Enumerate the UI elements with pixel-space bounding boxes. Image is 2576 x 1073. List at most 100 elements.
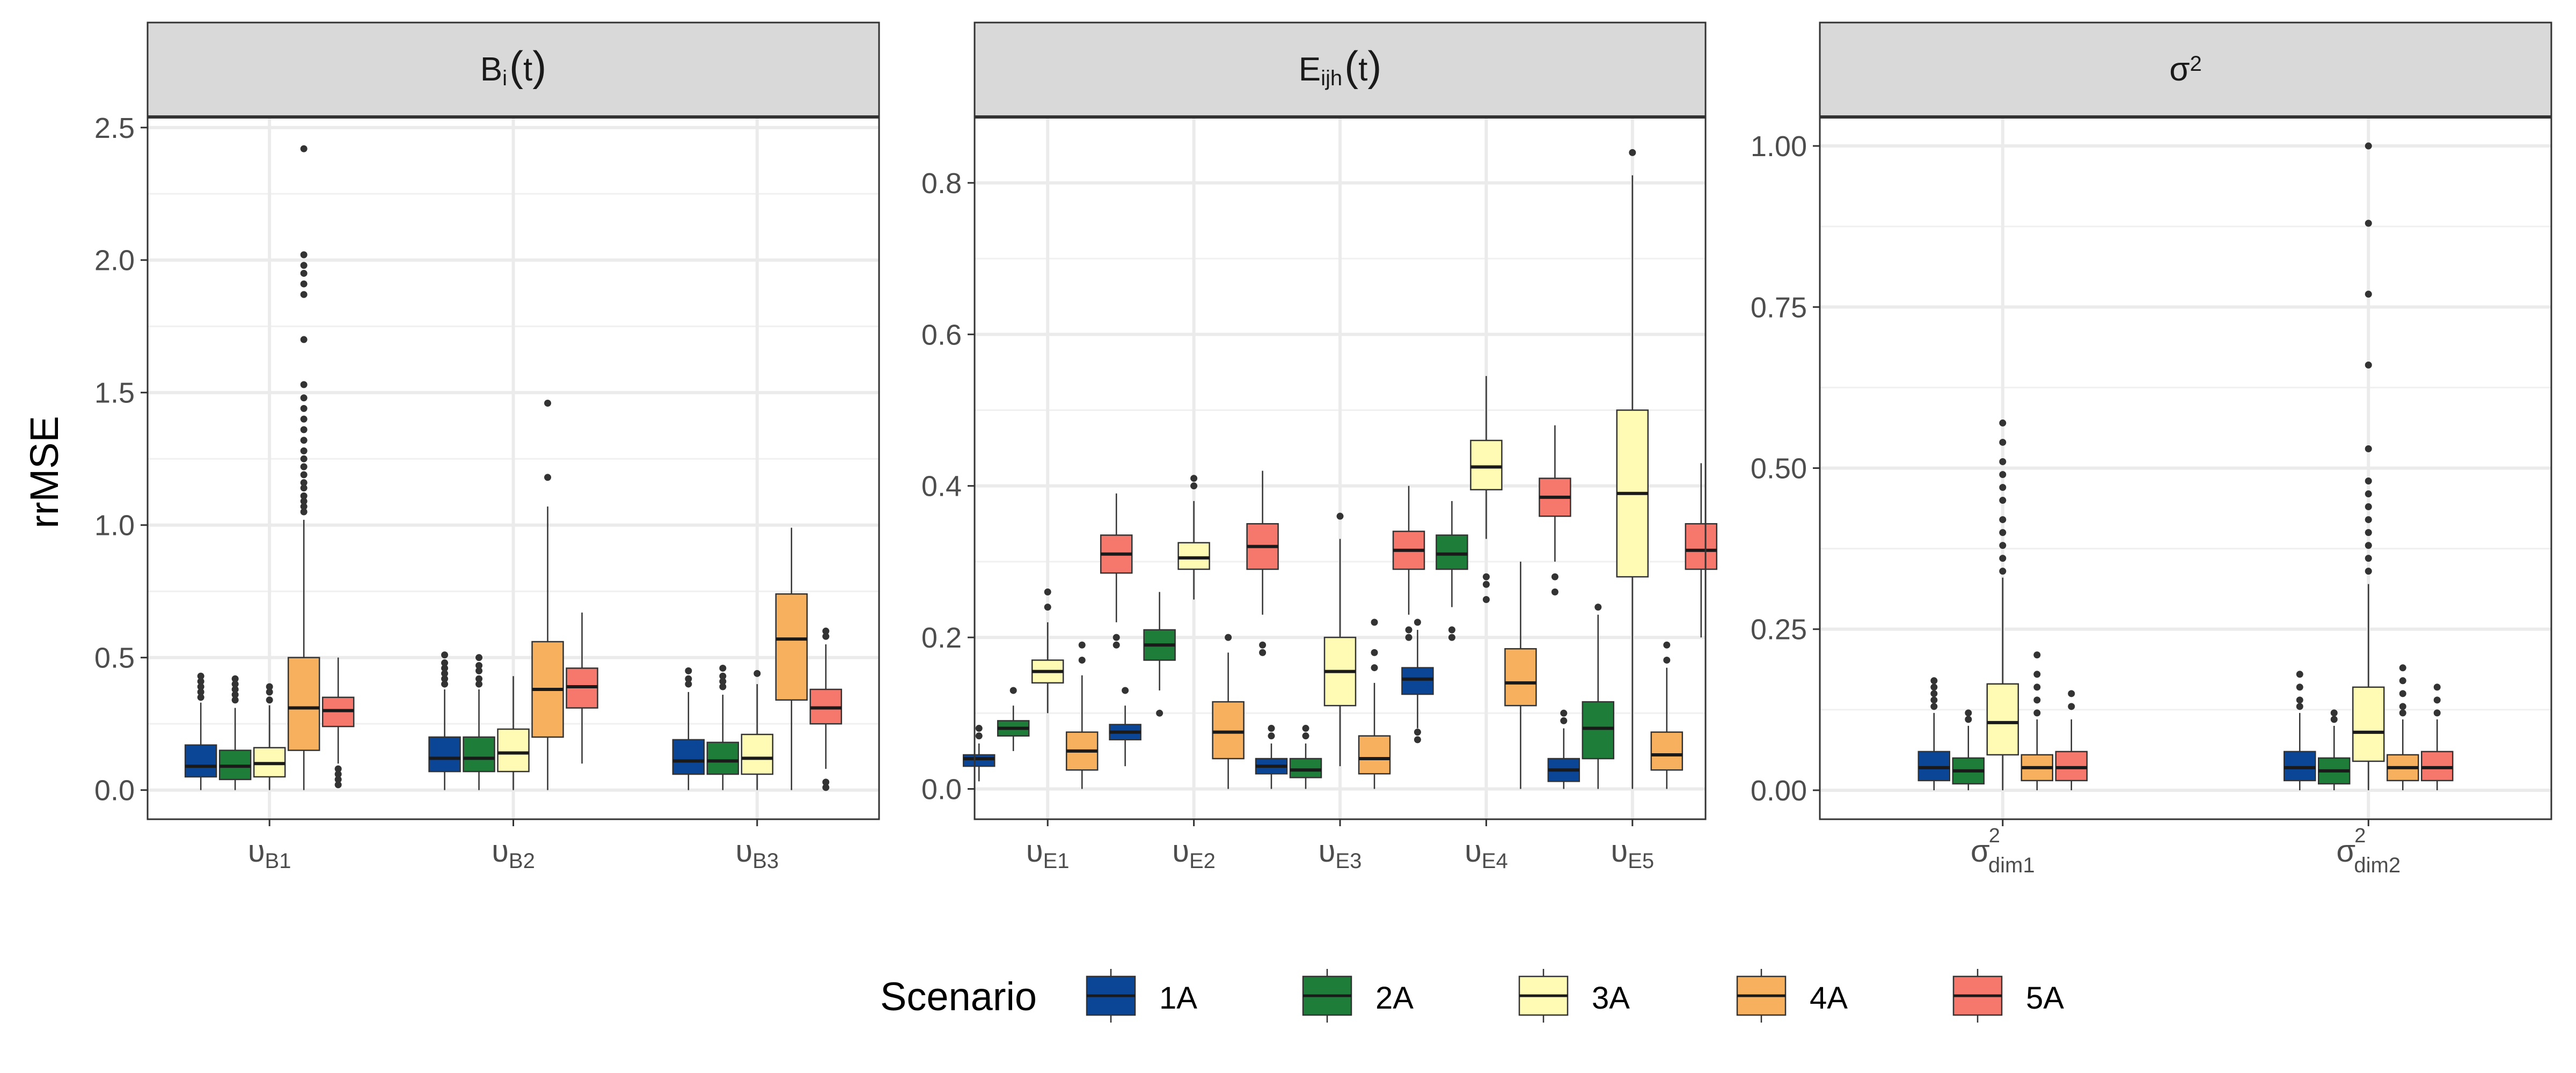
- outlier-point: [334, 765, 342, 773]
- outlier-point: [300, 497, 308, 505]
- outlier-point: [1999, 471, 2007, 479]
- outlier-point: [2365, 516, 2372, 524]
- y-tick-label: 2.5: [94, 112, 135, 144]
- x-tick-superscript: 2: [2354, 825, 2366, 847]
- box-5A: [2055, 690, 2088, 790]
- outlier-point: [231, 691, 239, 699]
- x-tick-label: υE2: [1172, 834, 1216, 873]
- y-tick-label: 1.0: [94, 510, 135, 542]
- box-5A: [1539, 425, 1571, 596]
- outlier-point: [300, 508, 308, 516]
- outlier-point: [1482, 580, 1490, 588]
- outlier-point: [1999, 555, 2007, 562]
- outlier-point: [300, 336, 308, 343]
- y-axis-title: rrMSE: [22, 416, 67, 528]
- outlier-point: [1930, 696, 1938, 704]
- legend-label: 2A: [1375, 981, 1414, 1016]
- outlier-point: [719, 664, 727, 672]
- box-5A: [1100, 493, 1133, 649]
- box-body: [1504, 648, 1537, 707]
- x-tick-main: υ: [1026, 834, 1043, 869]
- outlier-point: [2330, 709, 2338, 717]
- outlier-point: [1113, 641, 1120, 649]
- outlier-point: [2365, 503, 2372, 511]
- box-2A: [1143, 592, 1176, 717]
- box-1A: [1109, 687, 1141, 767]
- x-tick-label: σ2 dim2: [2336, 825, 2401, 877]
- box-body: [463, 736, 495, 773]
- outlier-point: [719, 683, 727, 690]
- y-tick-label: 0.8: [921, 167, 962, 200]
- outlier-point: [822, 633, 830, 640]
- outlier-point: [1078, 656, 1086, 664]
- strip-paren-open: (: [509, 42, 523, 90]
- outlier-point: [822, 784, 830, 791]
- x-tick-subscript: E4: [1482, 849, 1508, 873]
- outlier-point: [1629, 149, 1636, 156]
- outlier-point: [475, 667, 482, 674]
- outlier-point: [475, 680, 482, 688]
- x-tick-subscript: B3: [752, 849, 779, 873]
- outlier-point: [231, 696, 239, 704]
- outlier-point: [1999, 516, 2007, 524]
- outlier-point: [1560, 717, 1568, 724]
- outlier-point: [1551, 573, 1558, 580]
- outlier-point: [1448, 626, 1455, 634]
- outlier-point: [2365, 445, 2372, 452]
- legend-key-2A: 2A: [1302, 969, 1414, 1023]
- box-body: [1582, 701, 1615, 760]
- box-3A: [1177, 475, 1210, 600]
- box-5A: [809, 627, 843, 791]
- legend-label: 5A: [2026, 981, 2064, 1016]
- outlier-point: [334, 776, 342, 783]
- strip-subscript: i: [502, 67, 507, 90]
- outlier-point: [475, 675, 482, 682]
- box-4A: [1650, 641, 1684, 789]
- outlier-point: [197, 683, 204, 690]
- strip-main-text: B: [480, 51, 502, 88]
- outlier-point: [544, 399, 551, 407]
- box-3A: [1323, 512, 1357, 767]
- outlier-point: [2296, 671, 2303, 678]
- y-tick-label: 1.00: [1751, 130, 1807, 163]
- outlier-point: [2365, 555, 2372, 562]
- strip-superscript: 2: [2190, 52, 2202, 76]
- box-body: [1650, 731, 1684, 771]
- box-1A: [1255, 725, 1288, 789]
- outlier-point: [1156, 709, 1163, 717]
- outlier-point: [300, 415, 308, 423]
- outlier-point: [300, 437, 308, 444]
- box-body: [1685, 523, 1718, 570]
- legend-title: Scenario: [880, 974, 1037, 1019]
- outlier-point: [1560, 709, 1568, 717]
- outlier-point: [2296, 684, 2303, 691]
- x-tick-subscript: dim2: [2354, 854, 2401, 877]
- outlier-point: [2365, 529, 2372, 536]
- outlier-point: [2068, 690, 2075, 697]
- y-tick-label: 0.0: [94, 775, 135, 807]
- outlier-point: [300, 145, 308, 152]
- outlier-point: [1259, 649, 1267, 656]
- box-body: [1358, 735, 1391, 775]
- box-body: [428, 736, 461, 773]
- outlier-point: [441, 670, 448, 677]
- outlier-point: [231, 686, 239, 693]
- outlier-point: [1336, 512, 1344, 520]
- x-tick-label: υE5: [1611, 834, 1654, 873]
- x-tick-label: υB3: [736, 834, 779, 873]
- outlier-point: [1999, 529, 2007, 536]
- outlier-point: [300, 447, 308, 454]
- outlier-point: [300, 280, 308, 288]
- outlier-point: [300, 471, 308, 479]
- outlier-point: [2365, 290, 2372, 298]
- box-1A: [962, 725, 996, 782]
- outlier-point: [1999, 497, 2007, 504]
- outlier-point: [2365, 490, 2372, 498]
- box-4A: [1504, 561, 1537, 789]
- outlier-point: [441, 675, 448, 682]
- box-1A: [1918, 677, 1950, 790]
